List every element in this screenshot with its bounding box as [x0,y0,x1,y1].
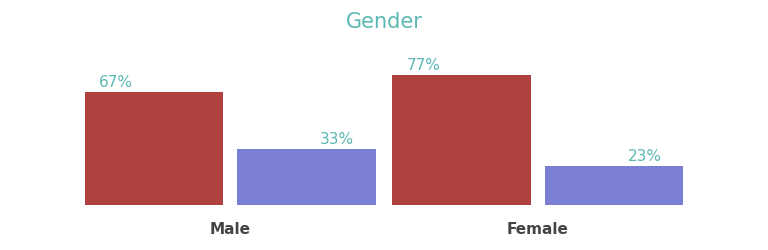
Text: Male: Male [210,222,251,237]
Text: 77%: 77% [406,58,440,73]
Bar [237,150,376,205]
Text: 33%: 33% [320,132,354,147]
Bar [545,166,683,205]
Bar [85,92,223,205]
Text: Female: Female [507,222,568,237]
Bar [392,75,531,205]
Text: Gender: Gender [346,12,422,32]
Text: 23%: 23% [627,149,661,164]
Text: 67%: 67% [99,75,133,90]
